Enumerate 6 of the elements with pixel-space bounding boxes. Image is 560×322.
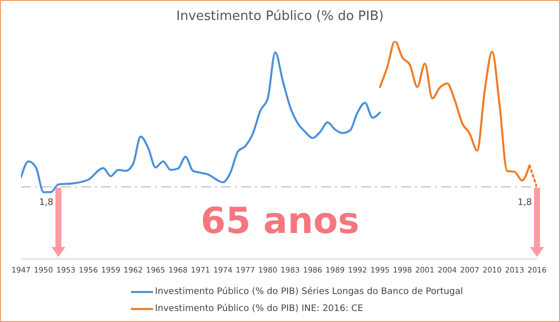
annotation: 65 anos xyxy=(200,201,360,242)
legend-label: Investimento Público (% do PIB) INE: 2016: CE xyxy=(155,304,364,314)
annotation: 1,8 xyxy=(518,198,532,208)
chart-title: Investimento Público (% do PIB) xyxy=(175,9,385,24)
annotation: 1,8 xyxy=(39,198,54,208)
legend-label: Investimento Público (% do PIB) Séries Longas do Banco de Portugal xyxy=(155,286,464,296)
